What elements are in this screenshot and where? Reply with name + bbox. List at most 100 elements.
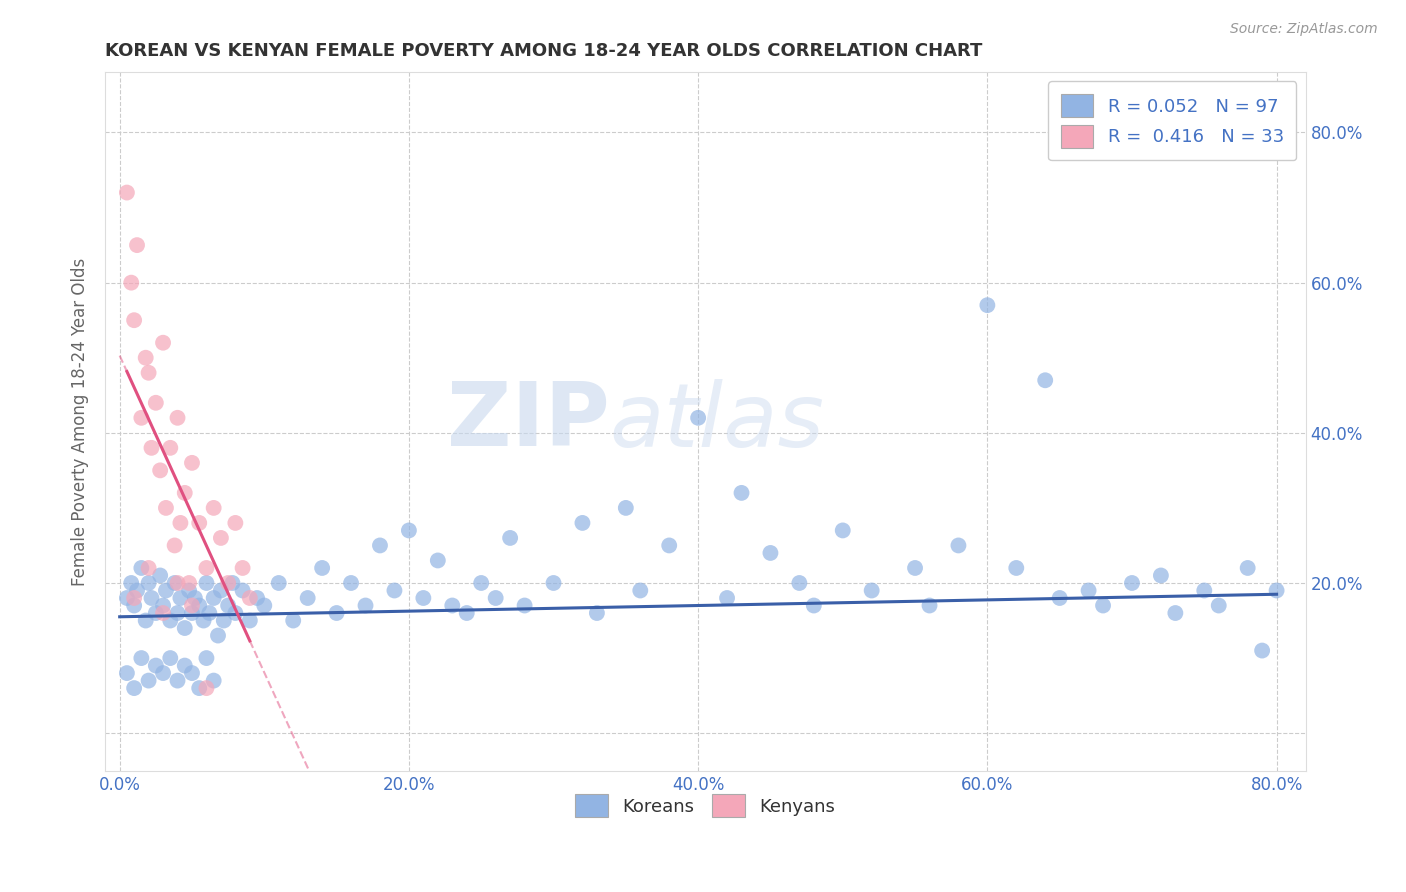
Point [485,591,508,605]
Point [1265,583,1288,598]
Point [135,614,157,628]
Point [122,591,145,605]
Point [198,606,221,620]
Point [658,538,681,552]
Point [948,538,970,552]
Point [1005,561,1028,575]
Point [614,500,637,515]
Point [188,681,211,695]
Point [456,606,478,620]
Point [155,583,177,598]
Point [209,583,232,598]
Point [169,516,191,530]
Point [1194,583,1216,598]
Point [730,486,752,500]
Point [122,313,145,327]
Point [232,583,254,598]
Point [426,553,449,567]
Point [195,576,218,591]
Text: KOREAN VS KENYAN FEMALE POVERTY AMONG 18-24 YEAR OLDS CORRELATION CHART: KOREAN VS KENYAN FEMALE POVERTY AMONG 18… [105,42,983,60]
Point [239,614,262,628]
Point [1164,606,1187,620]
Point [122,681,145,695]
Point [1121,576,1143,591]
Point [131,561,153,575]
Point [138,561,160,575]
Point [125,238,148,252]
Point [543,576,565,591]
Point [202,500,225,515]
Point [441,599,464,613]
Point [368,538,391,552]
Point [184,591,207,605]
Point [166,606,188,620]
Point [166,673,188,688]
Point [212,614,235,628]
Point [207,628,229,642]
Point [120,576,142,591]
Text: atlas: atlas [609,378,824,465]
Point [384,583,406,598]
Point [267,576,290,591]
Point [398,524,420,538]
Point [149,463,172,477]
Point [166,576,188,591]
Point [354,599,377,613]
Point [1208,599,1230,613]
Point [188,516,211,530]
Point [122,599,145,613]
Point [340,576,363,591]
Point [177,576,200,591]
Point [860,583,883,598]
Point [195,681,218,695]
Point [131,410,153,425]
Point [311,561,333,575]
Point [224,516,246,530]
Point [716,591,738,605]
Point [115,666,138,681]
Point [152,599,174,613]
Point [163,538,186,552]
Point [253,599,276,613]
Point [803,599,825,613]
Point [159,614,181,628]
Point [209,531,232,545]
Point [173,486,195,500]
Point [166,410,188,425]
Point [141,441,163,455]
Point [138,673,160,688]
Point [759,546,782,560]
Point [325,606,347,620]
Point [177,583,200,598]
Point [202,673,225,688]
Point [131,651,153,665]
Point [904,561,927,575]
Point [628,583,651,598]
Point [217,599,239,613]
Point [499,531,522,545]
Point [169,591,191,605]
Point [115,591,138,605]
Point [145,606,167,620]
Point [181,456,204,470]
Point [224,606,246,620]
Point [149,568,172,582]
Point [688,410,710,425]
Point [195,561,218,575]
Point [138,366,160,380]
Point [232,561,254,575]
Point [120,276,142,290]
Point [188,599,211,613]
Point [831,524,853,538]
Point [193,614,215,628]
Point [195,651,218,665]
Text: Source: ZipAtlas.com: Source: ZipAtlas.com [1230,22,1378,37]
Point [145,658,167,673]
Point [152,606,174,620]
Text: ZIP: ZIP [447,378,609,465]
Point [513,599,536,613]
Point [470,576,492,591]
Point [1077,583,1099,598]
Point [163,576,186,591]
Point [918,599,941,613]
